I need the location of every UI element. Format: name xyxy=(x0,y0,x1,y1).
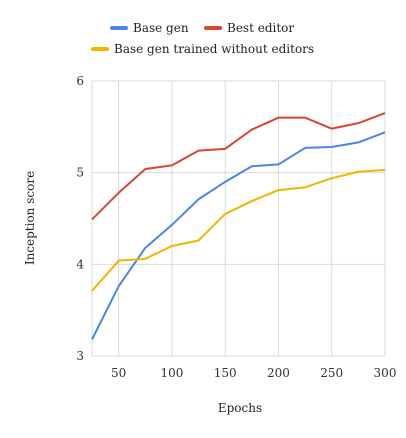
x-tick-label: 250 xyxy=(320,366,343,380)
x-tick-label: 100 xyxy=(160,366,183,380)
x-tick-label: 150 xyxy=(214,366,237,380)
x-tick-label: 300 xyxy=(374,366,397,380)
x-axis-ticks: 50 100 150 200 250 300 xyxy=(111,366,396,380)
y-tick-label: 5 xyxy=(76,166,84,180)
y-tick-label: 6 xyxy=(76,74,84,88)
x-axis-label: Epochs xyxy=(218,401,262,415)
legend-label: Base gen xyxy=(133,21,189,35)
series-line xyxy=(91,168,386,292)
legend-label: Best editor xyxy=(227,21,294,35)
series-line xyxy=(91,131,386,340)
series-lines xyxy=(91,112,386,340)
y-tick-label: 3 xyxy=(76,349,84,363)
y-tick-label: 4 xyxy=(76,257,84,271)
grid-lines xyxy=(91,80,386,357)
series-line xyxy=(91,112,386,221)
x-tick-label: 50 xyxy=(111,366,126,380)
legend-label: Base gen trained without editors xyxy=(114,42,314,56)
legend: Base gen Best editor Base gen trained with… xyxy=(91,21,314,56)
y-axis-ticks: 3 4 5 6 xyxy=(76,74,84,363)
x-tick-label: 200 xyxy=(267,366,290,380)
y-axis-label: Inception score xyxy=(23,171,37,265)
